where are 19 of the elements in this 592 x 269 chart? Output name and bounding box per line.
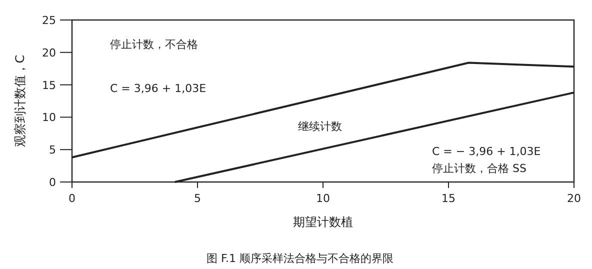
annotation: 停止计数，合格 SS [432, 162, 526, 175]
y-axis-title: 观察到计数值，C [13, 54, 27, 148]
x-tick-label: 0 [68, 192, 76, 205]
x-tick-label: 20 [567, 192, 581, 205]
annotation: 继续计数 [298, 120, 342, 133]
annotation: C = − 3,96 + 1,03E [432, 145, 541, 158]
y-tick-label: 25 [42, 14, 56, 27]
y-tick-label: 10 [42, 111, 56, 124]
x-tick-label: 10 [316, 192, 330, 205]
y-tick-label: 20 [42, 46, 56, 60]
y-tick-label: 5 [49, 144, 56, 157]
x-tick-label: 15 [442, 192, 456, 205]
y-tick-label: 15 [42, 78, 56, 92]
annotation: C = 3,96 + 1,03E [110, 82, 206, 95]
y-tick-label: 0 [49, 176, 56, 189]
x-axis-title: 期望计数植 [293, 215, 353, 229]
annotation: 停止计数，不合格 [110, 38, 198, 51]
x-tick-label: 5 [194, 192, 201, 205]
text: 图 F.1 顺序采样法合格与不合格的界限 [206, 252, 394, 265]
